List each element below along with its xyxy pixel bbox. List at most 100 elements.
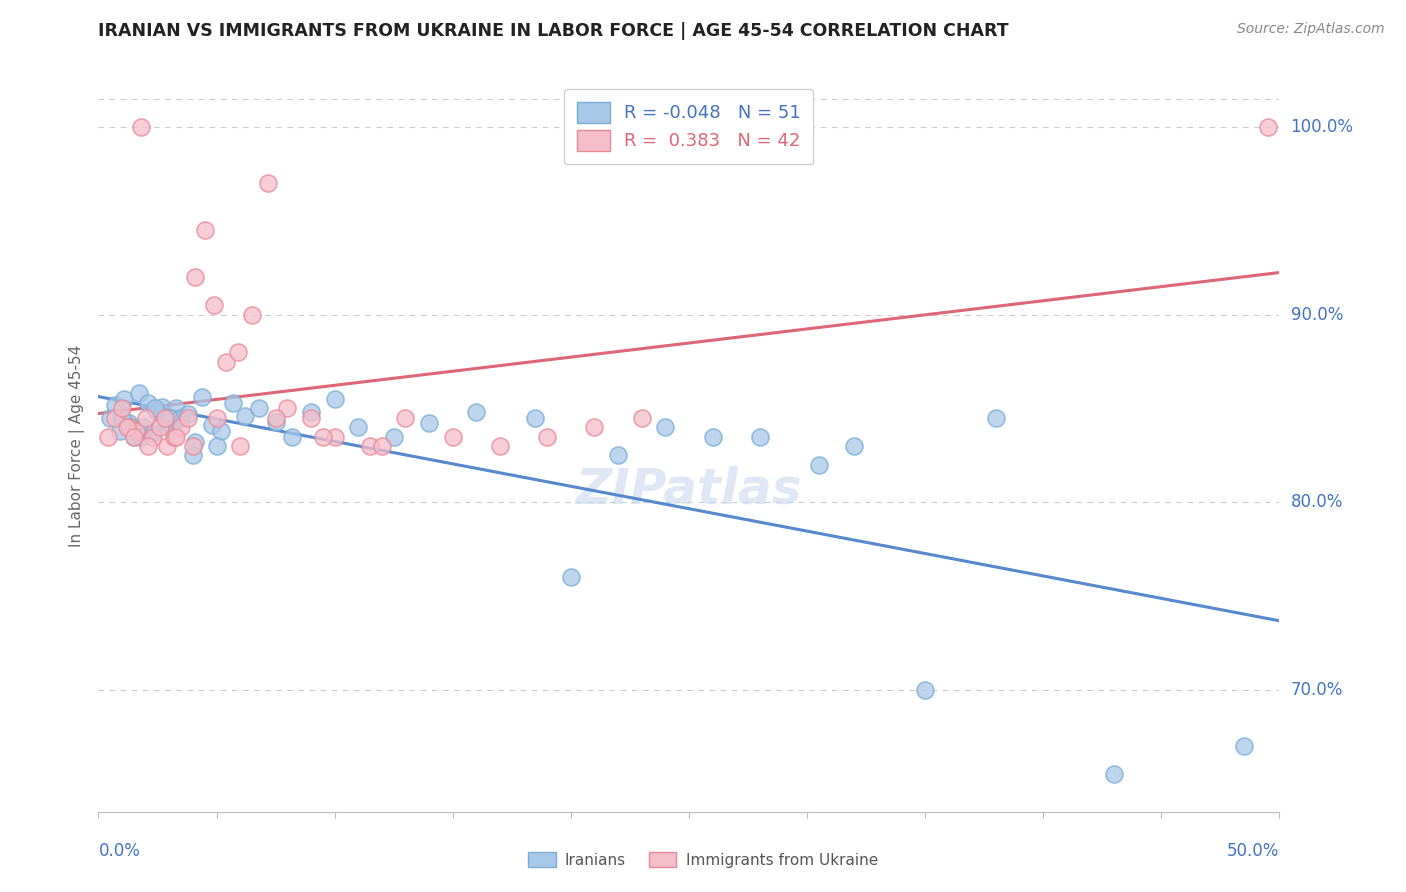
Point — [181, 439, 204, 453]
Point — [177, 407, 200, 421]
Point — [323, 392, 346, 406]
Point — [156, 439, 179, 453]
Point — [702, 429, 724, 443]
Text: 90.0%: 90.0% — [1291, 306, 1343, 324]
Point — [146, 405, 169, 419]
Point — [170, 410, 193, 425]
Point — [299, 410, 322, 425]
Point — [226, 345, 249, 359]
Point — [359, 439, 381, 453]
Point — [111, 401, 134, 416]
Point — [607, 449, 630, 463]
Point — [153, 410, 176, 425]
Point — [264, 415, 287, 429]
Point — [135, 410, 157, 425]
Point — [536, 429, 558, 443]
Point — [125, 424, 148, 438]
Text: Source: ZipAtlas.com: Source: ZipAtlas.com — [1237, 22, 1385, 37]
Point — [115, 420, 138, 434]
Point — [299, 405, 322, 419]
Point — [247, 401, 270, 416]
Point — [281, 429, 304, 443]
Point — [209, 424, 232, 438]
Point — [150, 400, 173, 414]
Point — [654, 420, 676, 434]
Point — [128, 386, 150, 401]
Point — [748, 429, 770, 443]
Point — [257, 177, 280, 191]
Point — [347, 420, 370, 434]
Point — [184, 435, 207, 450]
Point — [165, 401, 187, 416]
Point — [465, 405, 488, 419]
Point — [194, 223, 217, 237]
Point — [98, 410, 121, 425]
Point — [108, 424, 131, 438]
Point — [177, 410, 200, 425]
Point — [181, 449, 204, 463]
Text: ZIPatlas: ZIPatlas — [575, 466, 803, 514]
Point — [142, 429, 165, 443]
Point — [441, 429, 464, 443]
Legend: Iranians, Immigrants from Ukraine: Iranians, Immigrants from Ukraine — [520, 844, 886, 875]
Point — [136, 439, 159, 453]
Point — [418, 417, 440, 431]
Point — [122, 429, 145, 443]
Point — [583, 420, 606, 434]
Text: 0.0%: 0.0% — [98, 842, 141, 860]
Point — [1233, 739, 1256, 753]
Point — [276, 401, 298, 416]
Point — [1257, 120, 1279, 135]
Point — [157, 410, 180, 425]
Text: 50.0%: 50.0% — [1227, 842, 1279, 860]
Point — [382, 429, 405, 443]
Point — [165, 429, 187, 443]
Point — [312, 429, 335, 443]
Point — [489, 439, 512, 453]
Point — [807, 458, 830, 472]
Point — [129, 429, 152, 443]
Point — [143, 401, 166, 416]
Point — [240, 308, 263, 322]
Point — [222, 396, 245, 410]
Text: 70.0%: 70.0% — [1291, 681, 1343, 698]
Point — [149, 420, 172, 434]
Point — [118, 420, 141, 434]
Point — [1102, 767, 1125, 781]
Text: IRANIAN VS IMMIGRANTS FROM UKRAINE IN LABOR FORCE | AGE 45-54 CORRELATION CHART: IRANIAN VS IMMIGRANTS FROM UKRAINE IN LA… — [98, 22, 1010, 40]
Point — [129, 120, 152, 135]
Point — [121, 420, 143, 434]
Point — [524, 410, 547, 425]
Point — [233, 409, 256, 423]
Y-axis label: In Labor Force | Age 45-54: In Labor Force | Age 45-54 — [69, 345, 84, 547]
Point — [170, 420, 193, 434]
Point — [844, 439, 866, 453]
Point — [118, 417, 141, 431]
Point — [97, 429, 120, 443]
Point — [104, 398, 127, 412]
Point — [112, 392, 135, 406]
Point — [201, 418, 224, 433]
Point — [160, 422, 183, 436]
Point — [914, 682, 936, 697]
Point — [142, 425, 165, 440]
Point — [229, 439, 252, 453]
Point — [371, 439, 394, 453]
Point — [205, 410, 228, 425]
Point — [122, 429, 145, 443]
Point — [156, 415, 179, 429]
Point — [394, 410, 416, 425]
Point — [184, 270, 207, 285]
Point — [215, 354, 238, 368]
Point — [984, 410, 1007, 425]
Point — [132, 420, 155, 434]
Point — [191, 390, 214, 404]
Point — [264, 410, 287, 425]
Point — [163, 429, 186, 443]
Point — [560, 570, 582, 584]
Legend: R = -0.048   N = 51, R =  0.383   N = 42: R = -0.048 N = 51, R = 0.383 N = 42 — [564, 89, 814, 163]
Text: 80.0%: 80.0% — [1291, 493, 1343, 511]
Point — [136, 396, 159, 410]
Point — [205, 439, 228, 453]
Point — [111, 410, 134, 425]
